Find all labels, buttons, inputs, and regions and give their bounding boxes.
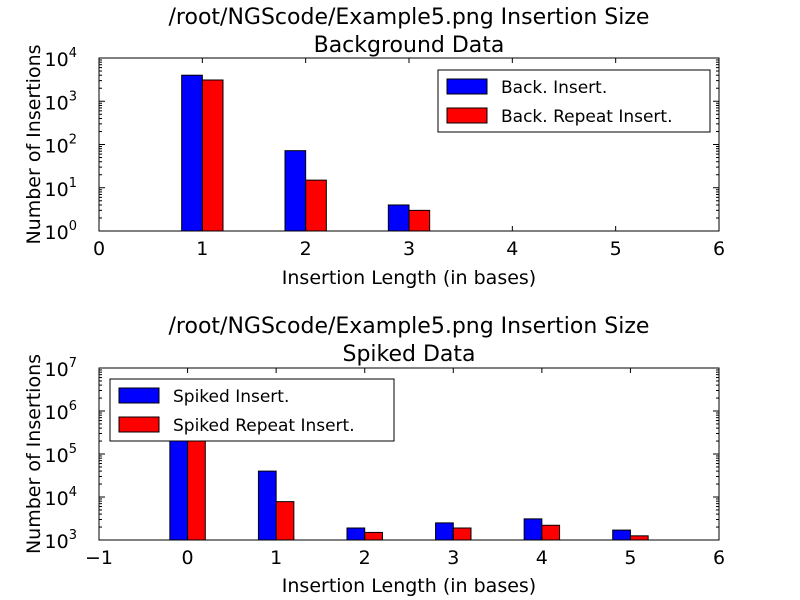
bar [201, 79, 224, 232]
bar [523, 518, 543, 541]
y-tick-base: 10 [45, 488, 69, 510]
y-tick-exponent: 0 [69, 219, 77, 234]
y-tick-label: 104 [45, 485, 77, 510]
bar [181, 74, 203, 232]
legend-swatch [118, 387, 160, 404]
y-tick-label: 103 [45, 528, 77, 553]
series-2 [187, 436, 649, 541]
y-tick-base: 10 [45, 222, 69, 244]
y-tick-label: 103 [45, 89, 77, 114]
y-tick-base: 10 [45, 531, 69, 553]
y-tick-exponent: 2 [69, 133, 77, 148]
x-tick-label: 5 [624, 547, 636, 569]
bar [169, 436, 189, 541]
y-tick-base: 10 [45, 179, 69, 201]
x-ticks: −1 0 1 2 3 4 5 6 [85, 368, 725, 569]
y-tick-exponent: 4 [69, 485, 77, 500]
bar [275, 501, 295, 541]
bar [346, 527, 366, 541]
x-tick-label: 6 [713, 238, 725, 260]
chart-title: /root/NGScode/Example5.png Insertion Siz… [169, 5, 650, 30]
chart-2: /root/NGScode/Example5.png Insertion Siz… [23, 314, 725, 597]
bar [541, 524, 561, 541]
x-ticks: 0 1 2 3 4 5 6 [93, 58, 725, 260]
bar [452, 527, 472, 541]
bar [364, 531, 383, 541]
bar [629, 535, 649, 541]
y-tick-exponent: 5 [69, 442, 77, 457]
bar [257, 470, 277, 541]
y-tick-exponent: 3 [69, 528, 77, 543]
series-2 [201, 79, 431, 232]
x-axis-label: Insertion Length (in bases) [282, 267, 536, 289]
x-tick-label: 3 [447, 547, 459, 569]
legend: Spiked Insert. Spiked Repeat Insert. [109, 378, 395, 442]
y-tick-exponent: 7 [69, 356, 77, 371]
bar [612, 529, 631, 541]
bar [187, 436, 206, 541]
legend-swatch [446, 107, 488, 124]
y-tick-label: 105 [45, 442, 77, 467]
x-tick-label: 2 [300, 238, 312, 260]
x-tick-label: 0 [93, 238, 105, 260]
y-tick-base: 10 [45, 92, 69, 114]
y-tick-exponent: 1 [69, 176, 77, 191]
y-tick-label: 102 [45, 133, 77, 158]
x-tick-label: 1 [270, 547, 282, 569]
legend: Back. Insert. Back. Repeat Insert. [437, 69, 711, 133]
legend-label: Spiked Repeat Insert. [173, 416, 355, 436]
y-tick-exponent: 3 [69, 89, 77, 104]
y-tick-base: 10 [45, 445, 69, 467]
y-tick-exponent: 4 [69, 46, 77, 61]
y-axis-label: Number of Insertions [23, 354, 45, 554]
chart-title: /root/NGScode/Example5.png Insertion Siz… [169, 314, 650, 339]
y-tick-label: 101 [45, 176, 77, 201]
bar [284, 150, 307, 232]
chart-subtitle: Background Data [314, 33, 505, 58]
y-tick-exponent: 6 [69, 399, 77, 414]
y-tick-label: 104 [45, 46, 77, 71]
y-tick-base: 10 [45, 402, 69, 424]
series-1 [169, 436, 631, 541]
x-tick-label: 4 [506, 238, 518, 260]
y-tick-label: 106 [45, 399, 77, 424]
x-tick-label: 0 [182, 547, 194, 569]
y-tick-label: 107 [45, 356, 77, 381]
x-tick-label: 6 [713, 547, 725, 569]
y-axis-label: Number of Insertions [23, 44, 45, 244]
y-tick-base: 10 [45, 49, 69, 71]
legend-swatch [446, 78, 488, 95]
x-axis-label: Insertion Length (in bases) [282, 575, 536, 597]
y-tick-label: 100 [45, 219, 77, 244]
bar [408, 209, 431, 232]
chart-1: /root/NGScode/Example5.png Insertion Siz… [23, 5, 725, 289]
bar [435, 522, 454, 541]
x-tick-label: 1 [196, 238, 208, 260]
legend-label: Spiked Insert. [173, 387, 289, 407]
chart-subtitle: Spiked Data [342, 342, 475, 367]
x-tick-label: 5 [610, 238, 622, 260]
legend-swatch [118, 416, 160, 433]
legend-label: Back. Insert. [501, 78, 607, 98]
legend-label: Back. Repeat Insert. [501, 107, 673, 127]
bar [387, 204, 410, 232]
x-tick-label: 3 [403, 238, 415, 260]
x-tick-label: −1 [85, 547, 113, 569]
y-tick-base: 10 [45, 359, 69, 381]
bar [305, 179, 327, 232]
x-tick-label: 2 [359, 547, 371, 569]
y-tick-base: 10 [45, 136, 69, 158]
x-tick-label: 4 [536, 547, 548, 569]
